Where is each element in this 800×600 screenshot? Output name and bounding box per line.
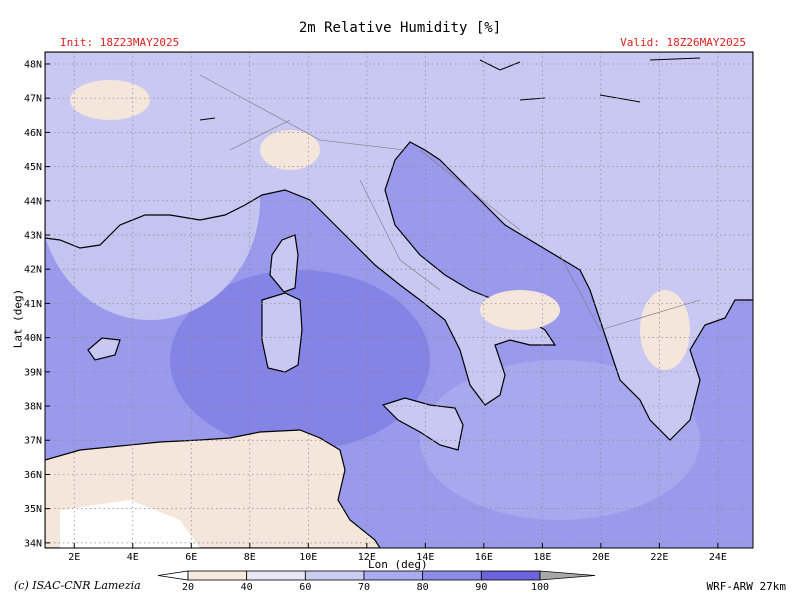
land-sardinia bbox=[261, 292, 303, 373]
dry-patch bbox=[640, 290, 690, 370]
colorbar-label: 40 bbox=[241, 582, 253, 593]
lat-tick-label: 48N bbox=[24, 59, 42, 70]
dry-patch bbox=[260, 130, 320, 170]
lat-tick-label: 44N bbox=[24, 196, 42, 207]
lat-tick-label: 37N bbox=[24, 436, 42, 447]
colorbar-segment bbox=[480, 570, 541, 581]
lon-tick-label: 22E bbox=[650, 552, 668, 563]
lat-tick-label: 34N bbox=[24, 538, 42, 549]
lat-tick-label: 39N bbox=[24, 367, 42, 378]
desert-area bbox=[60, 500, 200, 548]
dry-patch bbox=[70, 80, 150, 120]
colorbar-segment bbox=[363, 570, 424, 581]
country-borders bbox=[199, 74, 701, 331]
lat-tick-label: 35N bbox=[24, 504, 42, 515]
valid-time-label: Valid: 18Z26MAY2025 bbox=[620, 36, 746, 49]
lon-tick-label: 2E bbox=[68, 552, 80, 563]
colorbar-label: 90 bbox=[475, 582, 487, 593]
lon-tick-label: 4E bbox=[127, 552, 139, 563]
map-title: 2m Relative Humidity [%] bbox=[298, 20, 502, 36]
lat-tick-label: 47N bbox=[24, 94, 42, 105]
axis-ticks: 2E 4E 6E 8E 10E 12E 14E 16E 18E 20E 22E 24E 48N 47N 46… bbox=[24, 59, 727, 563]
model-label: WRF-ARW 27km bbox=[706, 580, 786, 593]
coast-detail bbox=[199, 57, 701, 121]
plot-frame bbox=[44, 51, 754, 549]
graticule bbox=[45, 52, 753, 548]
lat-tick-label: 42N bbox=[24, 265, 42, 276]
lat-tick-label: 43N bbox=[24, 231, 42, 242]
colorbar-label: 100 bbox=[531, 582, 549, 593]
lon-tick-label: 6E bbox=[185, 552, 197, 563]
lon-tick-label: 14E bbox=[416, 552, 434, 563]
colorbar-label: 70 bbox=[358, 582, 370, 593]
lat-tick-label: 36N bbox=[24, 470, 42, 481]
colorbar-high-arrow bbox=[539, 570, 596, 581]
init-time-label: Init: 18Z23MAY2025 bbox=[60, 36, 180, 49]
colorbar-segment bbox=[246, 570, 306, 581]
colorbar: 20 40 60 70 80 90 100 bbox=[157, 570, 596, 593]
land-balearic bbox=[87, 337, 121, 361]
colorbar-segment bbox=[187, 570, 248, 581]
humidity-patch bbox=[170, 270, 430, 450]
colorbar-label: 80 bbox=[417, 582, 429, 593]
colorbar-label: 20 bbox=[182, 582, 194, 593]
x-axis-label: Lon (deg) bbox=[368, 558, 428, 571]
lon-tick-label: 10E bbox=[299, 552, 317, 563]
lat-tick-label: 41N bbox=[24, 299, 42, 310]
lon-tick-label: 24E bbox=[709, 552, 727, 563]
credit-text: (c) ISAC-CNR Lamezia bbox=[14, 579, 141, 592]
land-corsica bbox=[269, 234, 299, 293]
lon-tick-label: 20E bbox=[592, 552, 610, 563]
lat-tick-label: 46N bbox=[24, 128, 42, 139]
lon-tick-label: 18E bbox=[533, 552, 551, 563]
lon-tick-label: 12E bbox=[358, 552, 376, 563]
lon-tick-label: 16E bbox=[475, 552, 493, 563]
colorbar-segment bbox=[422, 570, 482, 581]
colorbar-segment bbox=[304, 570, 365, 581]
lat-tick-label: 40N bbox=[24, 333, 42, 344]
dry-patch bbox=[480, 290, 560, 330]
colorbar-low-arrow bbox=[157, 570, 189, 581]
lon-tick-label: 8E bbox=[244, 552, 256, 563]
land-sicily bbox=[381, 397, 464, 451]
map-field bbox=[45, 52, 753, 548]
lat-tick-label: 45N bbox=[24, 162, 42, 173]
y-axis-label: Lat (deg) bbox=[11, 288, 25, 349]
lat-tick-label: 38N bbox=[24, 402, 42, 413]
colorbar-label: 60 bbox=[299, 582, 311, 593]
